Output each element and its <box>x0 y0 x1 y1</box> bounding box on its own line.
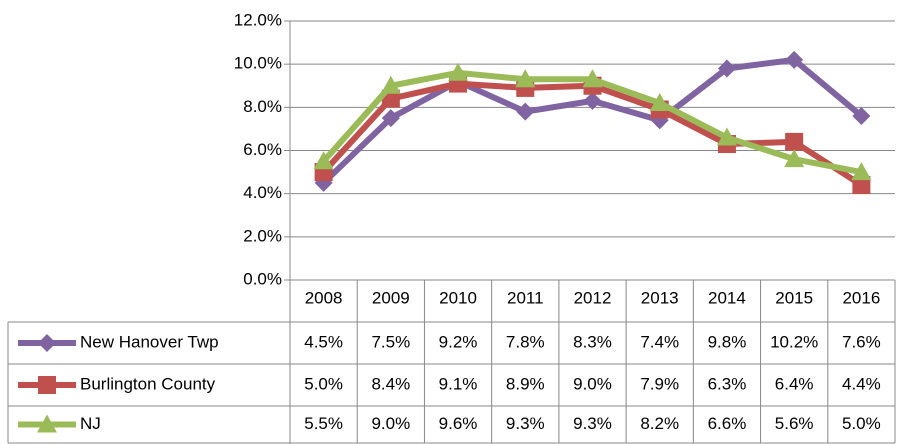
marker <box>380 75 401 94</box>
x-tick-label: 2014 <box>708 288 746 307</box>
value-label: 7.4% <box>640 332 679 351</box>
value-label: 9.3% <box>573 414 612 433</box>
y-tick-label: 12.0% <box>234 10 282 29</box>
x-tick-label: 2016 <box>842 288 880 307</box>
legend-label: New Hanover Twp <box>80 332 219 351</box>
value-label: 8.2% <box>640 414 679 433</box>
x-tick-label: 2009 <box>372 288 410 307</box>
marker <box>852 176 871 195</box>
y-tick-label: 0.0% <box>243 269 282 288</box>
marker <box>649 93 670 112</box>
value-label: 7.8% <box>506 332 545 351</box>
marker <box>516 102 535 121</box>
value-label: 9.1% <box>439 374 478 393</box>
marker <box>583 91 602 110</box>
value-label: 4.5% <box>304 332 343 351</box>
value-label: 8.3% <box>573 332 612 351</box>
marker <box>582 69 603 88</box>
value-label: 6.4% <box>775 374 814 393</box>
y-tick-label: 8.0% <box>243 97 282 116</box>
value-label: 5.5% <box>304 414 343 433</box>
value-label: 9.2% <box>439 332 478 351</box>
value-label: 5.6% <box>775 414 814 433</box>
value-label: 9.8% <box>708 332 747 351</box>
marker <box>381 109 400 128</box>
value-label: 9.3% <box>506 414 545 433</box>
x-tick-label: 2015 <box>775 288 813 307</box>
legend-marker <box>38 376 56 394</box>
x-tick-label: 2011 <box>507 288 544 307</box>
marker <box>717 59 736 78</box>
value-label: 7.6% <box>842 332 881 351</box>
value-label: 7.9% <box>640 374 679 393</box>
value-label: 6.6% <box>708 414 747 433</box>
y-tick-label: 10.0% <box>234 54 282 73</box>
value-label: 5.0% <box>842 414 881 433</box>
value-label: 10.2% <box>770 332 818 351</box>
y-tick-label: 2.0% <box>243 226 282 245</box>
value-label: 9.0% <box>573 374 612 393</box>
legend-marker <box>38 334 56 352</box>
legend-label: NJ <box>80 414 101 433</box>
x-tick-label: 2008 <box>305 288 343 307</box>
marker <box>448 62 469 81</box>
x-tick-label: 2012 <box>574 288 612 307</box>
legend-marker <box>37 414 57 433</box>
marker <box>851 162 872 181</box>
marker <box>785 132 804 151</box>
value-label: 5.0% <box>304 374 343 393</box>
value-label: 6.3% <box>708 374 747 393</box>
value-label: 9.6% <box>439 414 478 433</box>
marker <box>716 127 737 146</box>
marker <box>515 69 536 88</box>
legend-label: Burlington County <box>80 374 216 393</box>
value-label: 7.5% <box>371 332 410 351</box>
value-label: 9.0% <box>371 414 410 433</box>
y-tick-label: 6.0% <box>243 140 282 159</box>
value-label: 4.4% <box>842 374 881 393</box>
marker <box>784 149 805 168</box>
marker <box>852 106 871 125</box>
x-tick-label: 2010 <box>439 288 477 307</box>
marker <box>785 50 804 69</box>
x-tick-label: 2013 <box>641 288 679 307</box>
marker <box>313 151 334 170</box>
value-label: 8.4% <box>371 374 410 393</box>
y-tick-label: 4.0% <box>243 183 282 202</box>
value-label: 8.9% <box>506 374 545 393</box>
